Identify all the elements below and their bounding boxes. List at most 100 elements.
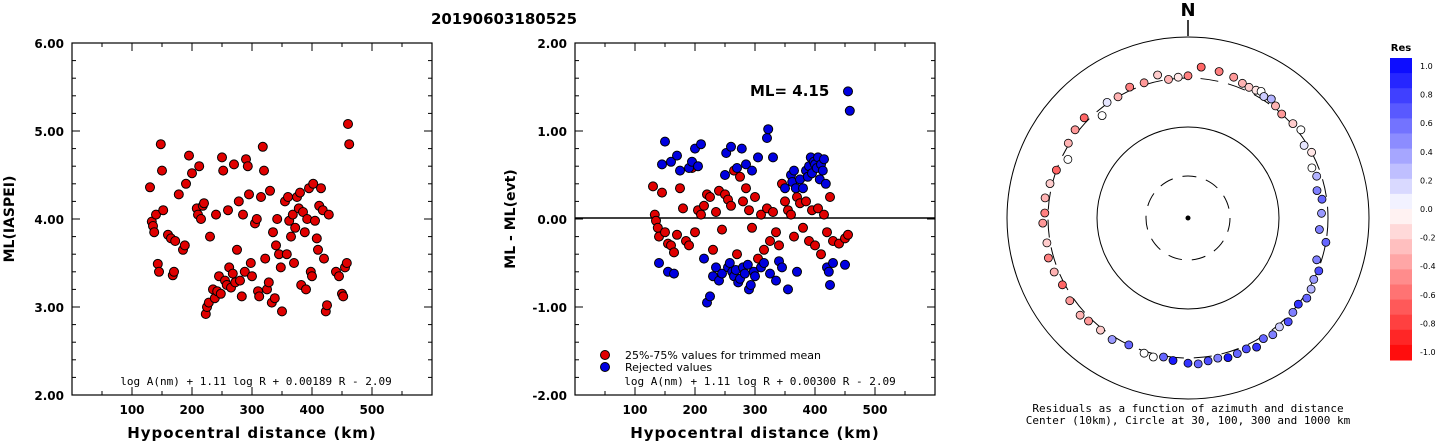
station-marker [1097,111,1107,120]
colorbar-tick-label: -0.6 [1420,291,1436,300]
data-point [823,266,834,277]
colorbar-tick-label: 0.6 [1420,119,1433,128]
data-point [308,178,319,189]
x-tick-label: 300 [742,403,767,417]
data-point [648,181,658,192]
x-tick-label: 500 [359,403,384,417]
data-point [765,268,775,279]
station-marker [1096,325,1105,335]
station-marker [1065,296,1075,306]
data-point [275,262,286,273]
caption-line-2: Center (10km), Circle at 30, 100, 300 an… [1026,414,1351,427]
colorbar-cell [1390,88,1412,104]
station-marker [1299,140,1309,150]
data-point [238,209,248,220]
station-marker [1044,253,1053,263]
y-tick-label: 0.00 [537,213,567,227]
data-point [780,196,790,207]
data-point [798,222,808,233]
station-marker [1259,92,1269,101]
station-marker [1293,299,1303,309]
data-point [768,207,778,217]
station-marker [1241,344,1251,354]
colorbar-cell [1390,269,1412,285]
y-axis-label: ML(IASPEI) [2,176,18,263]
station-marker [1238,78,1247,88]
colorbar-cell [1390,163,1412,180]
data-point [759,258,769,268]
data-point [338,291,349,302]
ml-annotation: ML= 4.15 [750,82,829,100]
station-marker [1159,352,1168,362]
colorbar-cells [1390,58,1412,361]
data-point [233,196,244,207]
data-point [732,163,742,173]
data-point [319,253,329,264]
data-point [244,189,254,200]
data-point [155,139,166,150]
data-point [287,209,298,220]
data-point [669,247,679,258]
data-point [145,182,155,193]
data-point [675,183,685,194]
data-point [311,233,322,244]
data-point [211,209,221,220]
station-marker [1213,353,1223,363]
data-point [705,291,715,302]
station-marker [1124,340,1134,350]
station-marker [1139,78,1149,88]
data-point [675,165,685,176]
data-point [763,124,774,135]
data-point [344,139,355,150]
station-marker [1307,163,1317,173]
station-marker [1288,119,1298,128]
data-point [693,161,703,172]
data-points [648,86,855,308]
data-point [654,258,664,268]
data-point [254,291,265,302]
data-point [750,192,760,202]
colorbar-cell [1390,118,1412,134]
x-axis-label: Hypocentral distance (km) [630,424,880,441]
formula-text: log A(nm) + 1.11 log R + 0.00300 R - 2.0… [624,375,896,388]
station-marker [1173,72,1183,82]
station-marker [1102,98,1112,107]
data-points [145,119,355,319]
data-point [789,231,799,242]
colorbar-cell [1390,209,1412,225]
station-marker [1223,353,1233,363]
station-marker [1084,316,1093,326]
axis-ticks: 100 200 300 400 500 -2.00 -1.00 0.00 1.00 2.00 [532,37,935,417]
data-point [820,178,831,189]
station-marker [1307,147,1316,157]
station-marker [1302,293,1312,303]
station-marker [1268,330,1278,340]
data-point [307,271,317,282]
axis-ticks: 100 200 300 400 500 2.00 3.00 4.00 5.00 6.00 [34,37,432,417]
x-tick-label: 100 [119,403,144,417]
data-point [281,249,292,260]
data-point [780,183,790,194]
data-point [149,227,160,238]
data-point [705,192,715,202]
station-marker [1315,225,1324,234]
colorbar-tick-label: -1.0 [1420,348,1436,357]
data-point [738,196,748,207]
y-tick-label: 2.00 [34,389,64,403]
center-point [1185,215,1191,221]
colorbar-cell [1390,224,1412,240]
y-tick-label: -2.00 [532,389,567,403]
colorbar-cell [1390,133,1412,150]
data-point [334,271,344,282]
x-axis-label: Hypocentral distance (km) [127,424,377,441]
station-marker [1312,255,1322,265]
colorbar-tick-label: 0.2 [1420,176,1433,185]
data-point [756,209,766,220]
station-marker [1283,317,1293,327]
data-point [301,284,311,295]
data-point [741,183,751,194]
station-marker [1040,208,1050,218]
station-marker [1275,322,1284,332]
station-marker [1309,274,1319,284]
colorbar-tick-label: 0.8 [1420,91,1433,100]
